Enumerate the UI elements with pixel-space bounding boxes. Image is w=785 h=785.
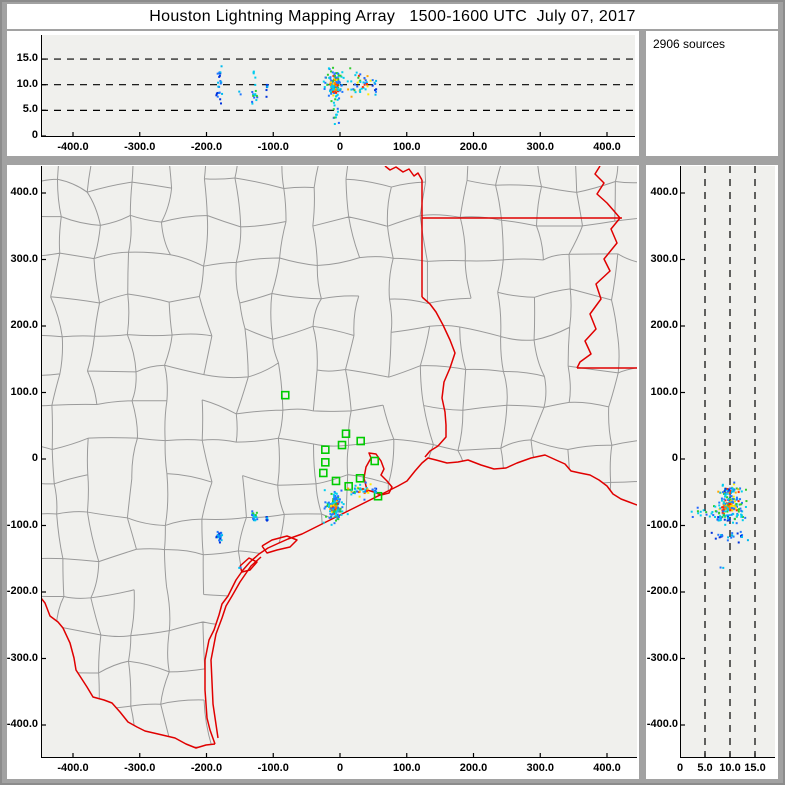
top-alt-tick-0: 0 [31, 129, 38, 141]
right-alt-tick-5.0: 5.0 [697, 762, 713, 774]
window-title: Houston Lightning Mapping Array 1500-160… [149, 7, 636, 25]
top-ew-tick-100.0: 100.0 [392, 141, 421, 153]
lma-station-marker [319, 468, 328, 478]
san-antonio-bay-line [239, 557, 258, 573]
top-alt-tick-15.0: 15.0 [16, 52, 38, 65]
right-ns-tick--200.0: -200.0 [646, 585, 678, 597]
lma-station-marker [280, 390, 290, 400]
gulf-of-mexico-area [41, 455, 637, 758]
right-alt-tick-0: 0 [676, 762, 684, 774]
map-ew-tick-200.0: 200.0 [459, 762, 488, 774]
right-plot-background [680, 166, 775, 758]
map-ns-tick--100.0: -100.0 [6, 518, 38, 531]
map-ns-tick-100.0: 100.0 [10, 385, 38, 398]
map-ew-tick--200.0: -200.0 [190, 762, 223, 774]
lma-station-marker [344, 481, 353, 491]
right-alt-tick-10.0: 10.0 [719, 762, 741, 774]
lma-station-marker [356, 436, 365, 446]
map-ew-tick-100.0: 100.0 [392, 762, 421, 774]
top-alt-tick-10.0: 10.0 [16, 77, 38, 90]
map-ns-tick-300.0: 300.0 [10, 252, 38, 265]
lightning-sources-map [215, 481, 378, 569]
red-river-tx-ok-line [384, 166, 423, 181]
map-ns-tick-400.0: 400.0 [10, 186, 38, 198]
top-ew-tick--300.0: -300.0 [124, 141, 156, 153]
right-alt-tick-15.0: 15.0 [744, 762, 766, 774]
right-ns-tick-200.0: 200.0 [650, 319, 678, 331]
right-ns-tick-0: 0 [671, 452, 678, 464]
map-ns-tick-200.0: 200.0 [10, 319, 38, 331]
map-ew-tick-300.0: 300.0 [526, 762, 555, 774]
top-ew-tick--200.0: -200.0 [190, 141, 223, 153]
laguna-madre-barrier-line [210, 556, 262, 739]
lma-station-marker [321, 445, 330, 454]
top-ew-tick-200.0: 200.0 [459, 141, 488, 153]
lma-station-marker [370, 456, 380, 466]
right-ns-tick-300.0: 300.0 [650, 252, 678, 265]
mississippi-river-line [576, 166, 621, 369]
map-ew-tick--300.0: -300.0 [124, 762, 156, 774]
top-ew-tick--400.0: -400.0 [57, 141, 89, 153]
altitude-ns-plot[interactable] [680, 166, 775, 758]
altitude-ew-plot[interactable] [41, 35, 635, 137]
top-ew-tick-0: 0 [336, 141, 344, 153]
lma-station-marker [321, 458, 330, 467]
map-ns-tick-0: 0 [31, 452, 38, 464]
right-ns-tick--100.0: -100.0 [646, 518, 678, 531]
lma-station-marker [373, 491, 383, 501]
lightning-sources-top [215, 65, 378, 126]
coastline-line [204, 454, 637, 745]
right-ns-tick-100.0: 100.0 [650, 385, 678, 398]
map-ns-tick--300.0: -300.0 [6, 651, 38, 664]
lightning-sources-right [690, 481, 749, 569]
plan-view-map-plot[interactable] [41, 166, 637, 758]
lma-station-marker [341, 429, 351, 439]
right-ns-tick--400.0: -400.0 [646, 718, 678, 730]
lma-station-marker [337, 440, 347, 450]
top-ew-tick--100.0: -100.0 [257, 141, 289, 153]
lma-station-marker [331, 476, 341, 486]
lma-station-marker [355, 473, 365, 483]
right-ns-tick-400.0: 400.0 [650, 186, 678, 198]
map-ew-tick-400.0: 400.0 [593, 762, 621, 774]
map-ew-tick--100.0: -100.0 [257, 762, 289, 774]
sources-panel: 2906 sources [646, 31, 778, 156]
map-ns-tick--200.0: -200.0 [6, 585, 38, 597]
sources-count-label: 2906 sources [653, 37, 726, 51]
rio-grande-line [41, 597, 216, 749]
top-alt-tick-5.0: 5.0 [22, 103, 38, 116]
right-ns-tick--300.0: -300.0 [646, 651, 678, 664]
top-ew-tick-400.0: 400.0 [593, 141, 621, 153]
sabine-tx-la-line [421, 296, 456, 458]
top-ew-tick-300.0: 300.0 [526, 141, 555, 153]
map-ew-tick--400.0: -400.0 [57, 762, 89, 774]
title-bar: Houston Lightning Mapping Array 1500-160… [7, 4, 778, 29]
matagorda-bay-line [261, 535, 298, 554]
galveston-bay-line [363, 452, 393, 496]
map-ns-tick--400.0: -400.0 [6, 718, 38, 730]
map-ew-tick-0: 0 [336, 762, 344, 774]
